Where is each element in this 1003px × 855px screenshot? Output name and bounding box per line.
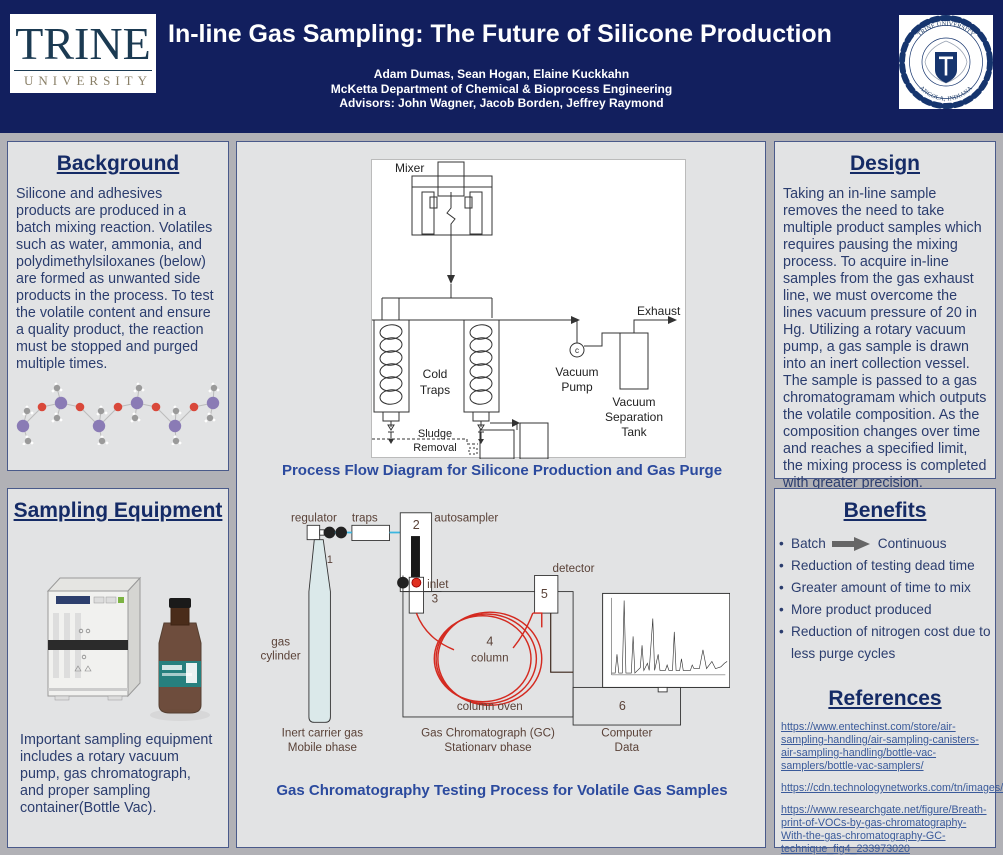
svg-text:autosampler: autosampler xyxy=(434,512,498,525)
svg-text:5: 5 xyxy=(541,587,548,601)
svg-text:traps: traps xyxy=(352,512,378,525)
svg-text:Vacuum: Vacuum xyxy=(612,395,655,409)
svg-text:Pump: Pump xyxy=(561,380,593,394)
svg-text:Traps: Traps xyxy=(420,383,450,397)
svg-text:Inert carrier gas: Inert carrier gas xyxy=(282,727,364,740)
svg-text:Exhaust: Exhaust xyxy=(637,304,681,318)
svg-text:Removal: Removal xyxy=(413,442,456,454)
svg-text:1: 1 xyxy=(327,554,333,566)
svg-text:Mobile phase: Mobile phase xyxy=(288,741,357,751)
svg-text:2: 2 xyxy=(413,518,420,532)
svg-text:Sludge: Sludge xyxy=(418,428,452,440)
svg-text:Stationary phase: Stationary phase xyxy=(444,741,531,751)
svg-text:gas: gas xyxy=(271,635,290,648)
svg-text:detector: detector xyxy=(553,562,595,575)
svg-text:Cold: Cold xyxy=(423,367,448,381)
svg-text:4: 4 xyxy=(486,634,493,648)
svg-text:6: 6 xyxy=(619,699,626,713)
svg-text:Vacuum: Vacuum xyxy=(555,365,598,379)
svg-text:regulator: regulator xyxy=(291,512,337,525)
svg-text:column oven: column oven xyxy=(457,700,523,713)
svg-text:column: column xyxy=(471,651,508,664)
svg-text:TRINE UNIVERSITY: TRINE UNIVERSITY xyxy=(916,20,976,38)
svg-text:ANGOLA, INDIANA: ANGOLA, INDIANA xyxy=(918,85,974,103)
svg-text:Gas Chromatograph (GC): Gas Chromatograph (GC) xyxy=(421,727,555,740)
svg-text:cylinder: cylinder xyxy=(261,650,301,663)
svg-text:c: c xyxy=(575,346,579,355)
svg-text:3: 3 xyxy=(432,592,438,605)
svg-text:Tank: Tank xyxy=(621,425,647,439)
svg-text:inlet: inlet xyxy=(427,578,449,591)
svg-text:Separation: Separation xyxy=(605,410,663,424)
svg-text:Mixer: Mixer xyxy=(395,161,424,175)
svg-text:Computer: Computer xyxy=(601,727,652,740)
svg-text:Data: Data xyxy=(615,741,640,751)
